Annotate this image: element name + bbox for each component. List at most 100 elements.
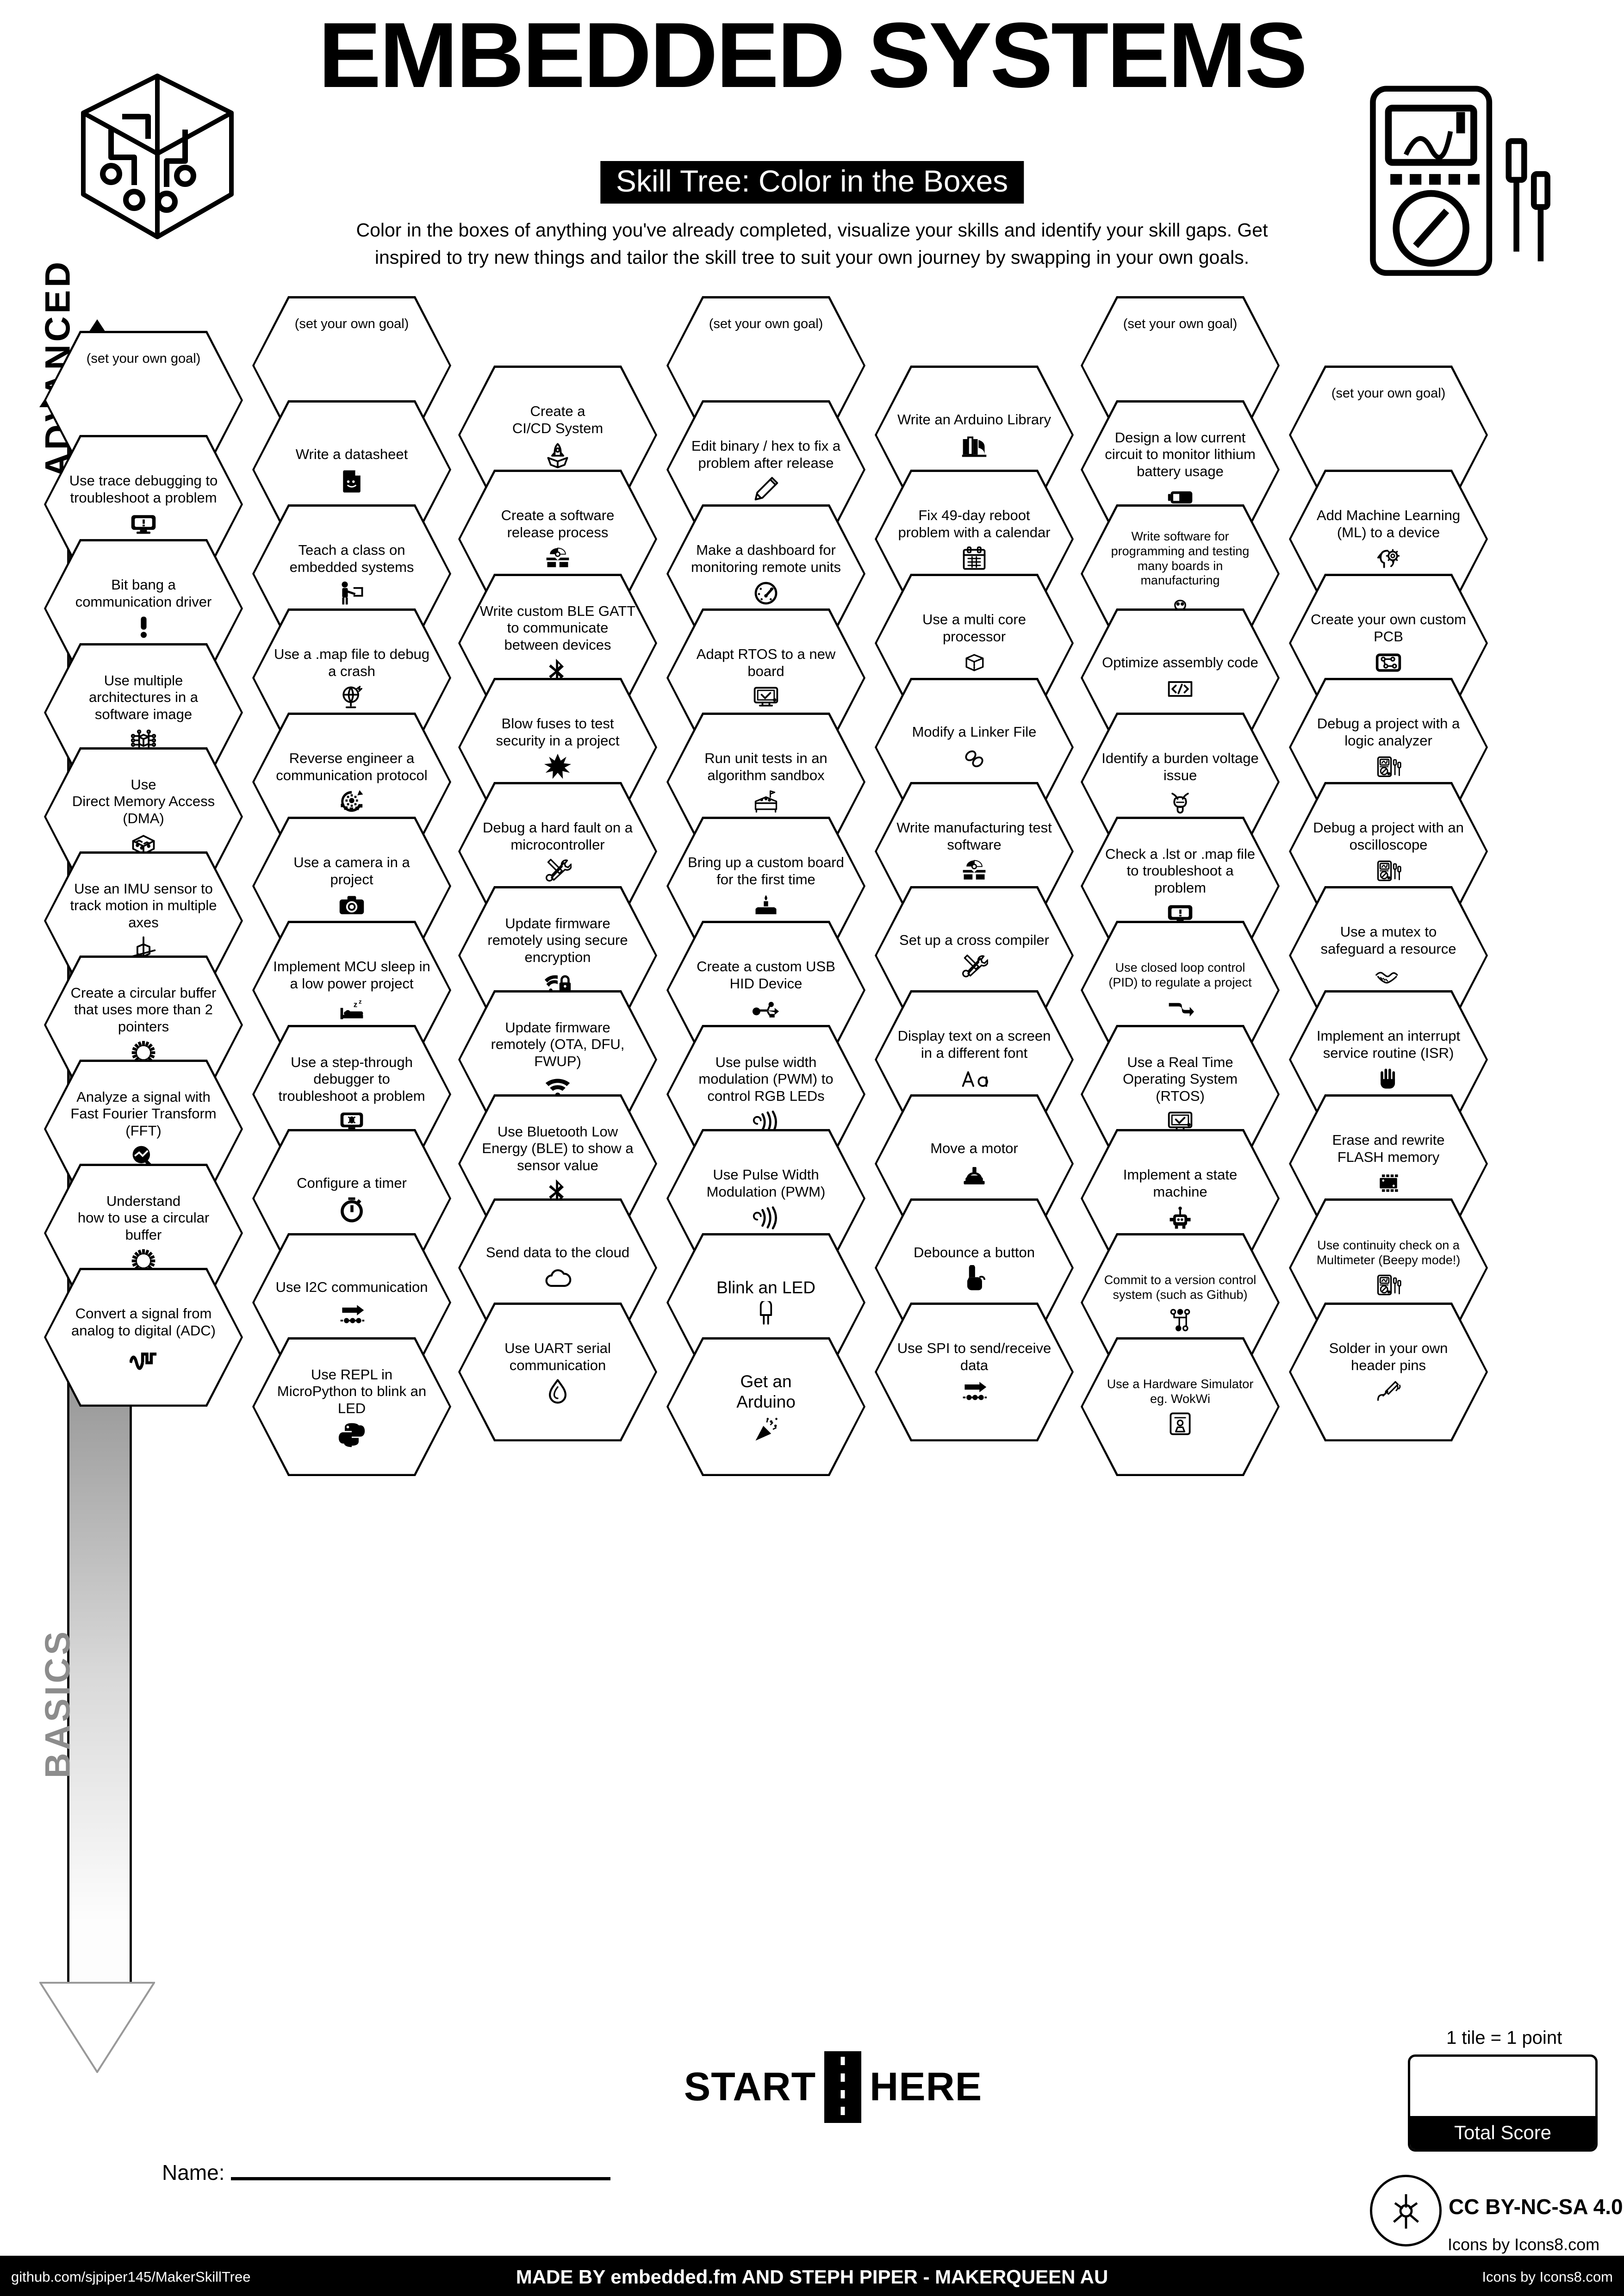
skill-tile-label: Run unit tests in an algorithm sandbox bbox=[704, 750, 828, 783]
skill-tile-label: Erase and rewrite FLASH memory bbox=[1332, 1131, 1445, 1165]
footer-credit: MADE BY embedded.fm AND STEPH PIPER - MA… bbox=[516, 2266, 1108, 2288]
skill-tile-label: Use a camera in a project bbox=[293, 854, 410, 887]
intro-text: Color in the boxes of anything you've al… bbox=[356, 219, 1268, 268]
svg-text:z: z bbox=[354, 1000, 357, 1009]
skill-tile-label: Use UART serial communication bbox=[504, 1340, 611, 1373]
multimeter-icon bbox=[1361, 81, 1560, 285]
skill-tile-label: Commit to a version control system (such… bbox=[1104, 1272, 1257, 1302]
skill-tile-label: Use continuity check on a Multimeter (Be… bbox=[1316, 1238, 1461, 1267]
cake-icon bbox=[752, 891, 780, 920]
font-aa-icon bbox=[960, 1065, 988, 1093]
skill-tile-label: Debug a project with a logic analyzer bbox=[1317, 715, 1460, 749]
robot-icon bbox=[1166, 1204, 1194, 1232]
license-text: CC BY-NC-SA 4.0 bbox=[1449, 2195, 1623, 2219]
bluetooth-icon bbox=[544, 657, 572, 685]
skill-tile-label: Convert a signal from analog to digital … bbox=[71, 1305, 216, 1339]
skill-tile-col-1-2[interactable]: Use trace debugging to troubleshoot a pr… bbox=[44, 435, 243, 574]
skill-tile-label: Debounce a button bbox=[914, 1244, 1035, 1261]
monitor-check-icon bbox=[1166, 1108, 1194, 1136]
skill-tile-label: Optimize assembly code bbox=[1102, 654, 1258, 671]
i2c-bus-icon bbox=[338, 1299, 366, 1328]
monitor-check-icon bbox=[752, 683, 780, 712]
skill-tile-label: Use Bluetooth Low Energy (BLE) to show a… bbox=[482, 1123, 634, 1173]
pcb-icon bbox=[1375, 648, 1402, 677]
name-field[interactable]: Name: bbox=[162, 2160, 611, 2185]
code-icon bbox=[1166, 675, 1194, 703]
skill-tile-label: Teach a class on embedded systems bbox=[289, 541, 414, 575]
battery-icon bbox=[1166, 483, 1194, 512]
skill-tile-label: (set your own goal) bbox=[294, 316, 409, 331]
skill-tile-label: Use a Real Time Operating System (RTOS) bbox=[1122, 1054, 1238, 1104]
skill-tile-label: Check a .lst or .map file to troubleshoo… bbox=[1105, 845, 1255, 896]
skill-tile-col-7-10[interactable]: Solder in your own header pins bbox=[1289, 1303, 1488, 1441]
cc-badge-icon bbox=[1370, 2175, 1442, 2246]
python-icon bbox=[338, 1420, 366, 1449]
name-input-line[interactable] bbox=[231, 2177, 611, 2180]
skill-tile-label: Use an IMU sensor to track motion in mul… bbox=[70, 880, 217, 931]
skill-tile-label: (set your own goal) bbox=[1331, 385, 1446, 401]
footer: github.com/sjpiper145/MakerSkillTree MAD… bbox=[0, 2256, 1624, 2296]
disc-box-icon bbox=[960, 856, 988, 885]
press-button-icon bbox=[960, 1265, 988, 1293]
skill-tile-label: Update firmware remotely (OTA, DFU, FWUP… bbox=[491, 1019, 625, 1069]
usb-icon bbox=[752, 995, 780, 1024]
start-word: START bbox=[684, 2064, 816, 2109]
skill-tile-label: Reverse engineer a communication protoco… bbox=[276, 750, 428, 783]
skill-tile-label: Use pulse width modulation (PWM) to cont… bbox=[698, 1054, 834, 1104]
skill-tile-label: Edit binary / hex to fix a problem after… bbox=[691, 437, 841, 471]
skill-tile-col-5-10[interactable]: Use SPI to send/receive data bbox=[875, 1303, 1074, 1441]
skill-tile-label: Modify a Linker File bbox=[912, 724, 1037, 740]
svg-text:z: z bbox=[359, 998, 362, 1005]
party-popper-icon bbox=[752, 1415, 780, 1444]
skill-tile-label: Debug a hard fault on a microcontroller bbox=[482, 819, 633, 853]
skill-tile-label: Debug a project with an oscilloscope bbox=[1313, 819, 1464, 853]
skill-tile-col-1-8[interactable]: Analyze a signal with Fast Fourier Trans… bbox=[44, 1060, 243, 1198]
skill-tile-label: (set your own goal) bbox=[1123, 316, 1238, 331]
explosion-icon bbox=[544, 752, 572, 781]
sandbox-icon bbox=[752, 787, 780, 816]
skill-tile-label: Use a mutex to safeguard a resource bbox=[1320, 923, 1456, 957]
page-title: EMBEDDED SYSTEMS bbox=[318, 4, 1308, 107]
skill-tile-label: Understand how to use a circular buffer bbox=[77, 1192, 210, 1243]
skill-tile-label: Use a step-through debugger to troublesh… bbox=[278, 1054, 425, 1104]
axis-arrow-tail bbox=[39, 1982, 155, 2073]
skill-tile-label: Blink an LED bbox=[716, 1278, 815, 1297]
hand-stop-icon bbox=[1375, 1065, 1402, 1093]
skill-tile-label: Create a custom USB HID Device bbox=[697, 958, 835, 992]
total-score-box[interactable]: Total Score bbox=[1408, 2054, 1598, 2152]
skill-tile-label: Use a Hardware Simulator eg. WokWi bbox=[1107, 1377, 1254, 1406]
skill-tile-label: Use multiple architectures in a software… bbox=[88, 672, 199, 722]
start-here-marker: START HERE bbox=[662, 2050, 1004, 2124]
skill-tile-label: Use a .map file to debug a crash bbox=[274, 645, 430, 679]
skill-tile-col-4-11[interactable]: Get an Arduino bbox=[666, 1337, 865, 1476]
skill-tile-label: Create a software release process bbox=[501, 507, 615, 540]
ml-head-icon bbox=[1375, 544, 1402, 573]
skill-tile-label: Use trace debugging to troubleshoot a pr… bbox=[69, 472, 218, 506]
skill-tile-col-3-10[interactable]: Use UART serial communication bbox=[458, 1303, 657, 1441]
skill-tile-col-6-11[interactable]: Use a Hardware Simulator eg. WokWi bbox=[1081, 1337, 1280, 1476]
core-box-icon bbox=[960, 648, 988, 677]
spi-bus-icon bbox=[960, 1377, 988, 1406]
skill-tile-label: Use I2C communication bbox=[275, 1279, 428, 1296]
footer-icons-credit: Icons by Icons8.com bbox=[1482, 2269, 1613, 2285]
gear-reverse-icon bbox=[338, 787, 366, 816]
skill-tile-label: Bring up a custom board for the first ti… bbox=[688, 854, 844, 887]
skill-tile-label: Add Machine Learning (ML) to a device bbox=[1316, 507, 1461, 540]
gauge-icon bbox=[752, 579, 780, 608]
exclamation-icon bbox=[130, 614, 157, 642]
header: EMBEDDED SYSTEMS Skill Tree: Color in th… bbox=[0, 0, 1624, 305]
skill-tile-label: Implement an interrupt service routine (… bbox=[1316, 1027, 1461, 1061]
tools-icon bbox=[960, 952, 988, 981]
footer-repo-link[interactable]: github.com/sjpiper145/MakerSkillTree bbox=[11, 2269, 251, 2285]
document-icon bbox=[338, 466, 366, 495]
loop-arrows-icon bbox=[1166, 993, 1194, 1022]
skill-tile-label: Solder in your own header pins bbox=[1329, 1340, 1448, 1373]
here-word: HERE bbox=[870, 2064, 983, 2109]
skill-tile-label: Adapt RTOS to a new board bbox=[696, 645, 836, 679]
stopwatch-icon bbox=[338, 1195, 366, 1224]
skill-tile-col-2-11[interactable]: Use REPL in MicroPython to blink an LED bbox=[252, 1337, 451, 1476]
skill-tile-label: Create a CI/CD System bbox=[512, 403, 604, 436]
skill-tile-col-1-10[interactable]: Convert a signal from analog to digital … bbox=[44, 1268, 243, 1407]
